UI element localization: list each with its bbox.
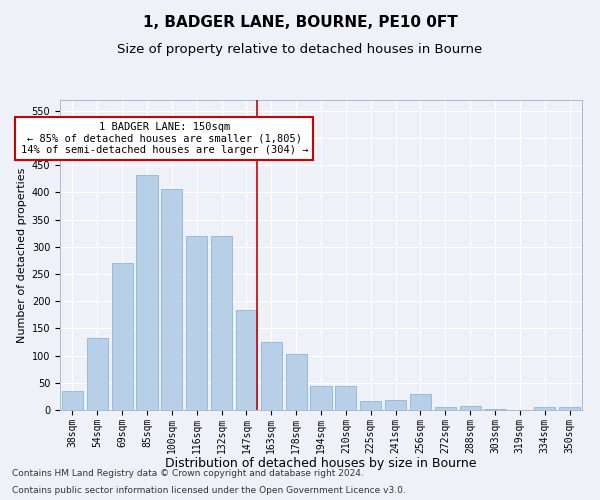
X-axis label: Distribution of detached houses by size in Bourne: Distribution of detached houses by size … (165, 457, 477, 470)
Bar (286, 354, 307, 410)
Bar (435, 408, 456, 410)
Bar (335, 386, 356, 410)
Text: Contains HM Land Registry data © Crown copyright and database right 2024.: Contains HM Land Registry data © Crown c… (12, 468, 364, 477)
Bar (112, 263, 133, 410)
Text: Size of property relative to detached houses in Bourne: Size of property relative to detached ho… (118, 42, 482, 56)
Bar (410, 394, 431, 410)
Bar (484, 409, 506, 410)
Bar (236, 310, 257, 410)
Bar (310, 386, 332, 410)
Bar (360, 401, 381, 410)
Bar (186, 236, 207, 410)
Bar (211, 236, 232, 410)
Bar (534, 408, 555, 410)
Bar (136, 174, 158, 410)
Bar (385, 400, 406, 410)
Bar (161, 189, 182, 410)
Bar (559, 408, 580, 410)
Bar (261, 342, 282, 410)
Text: Contains public sector information licensed under the Open Government Licence v3: Contains public sector information licen… (12, 486, 406, 495)
Bar (62, 391, 83, 410)
Text: 1, BADGER LANE, BOURNE, PE10 0FT: 1, BADGER LANE, BOURNE, PE10 0FT (143, 15, 457, 30)
Bar (460, 406, 481, 410)
Bar (87, 338, 108, 410)
Text: 1 BADGER LANE: 150sqm
← 85% of detached houses are smaller (1,805)
14% of semi-d: 1 BADGER LANE: 150sqm ← 85% of detached … (20, 122, 308, 155)
Y-axis label: Number of detached properties: Number of detached properties (17, 168, 28, 342)
